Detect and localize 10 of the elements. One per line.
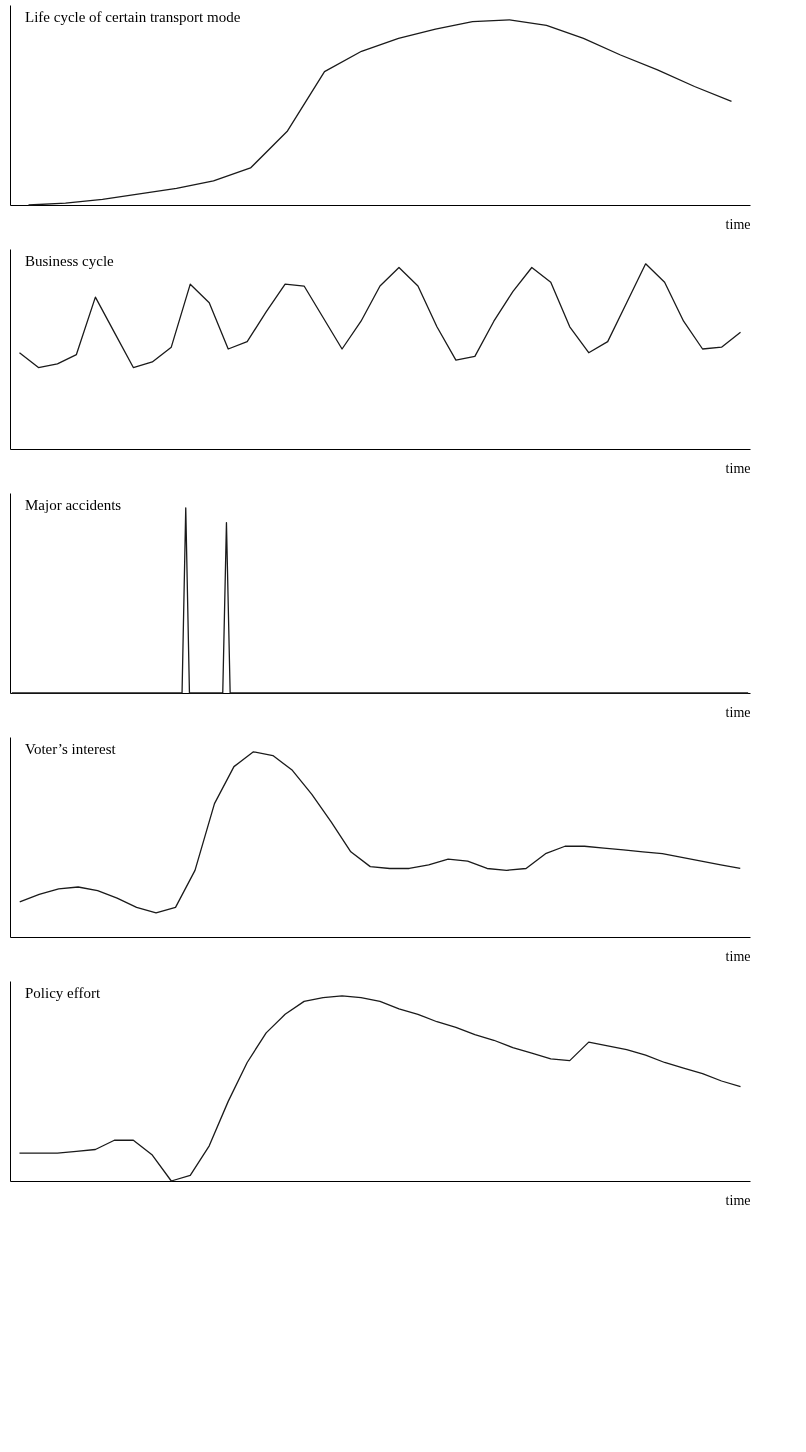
chart-title: Voter’s interest <box>25 741 117 757</box>
chart-title: Major accidents <box>25 497 122 513</box>
x-axis-title: time <box>725 460 751 476</box>
chart-title: Business cycle <box>25 253 115 269</box>
x-axis-title: time <box>725 1192 751 1208</box>
chart-title: Life cycle of certain transport mode <box>25 9 241 25</box>
x-axis-title: time <box>725 704 751 720</box>
x-axis-title: time <box>725 216 751 232</box>
x-axis-title: time <box>725 948 751 964</box>
chart-title: Policy effort <box>25 985 101 1001</box>
